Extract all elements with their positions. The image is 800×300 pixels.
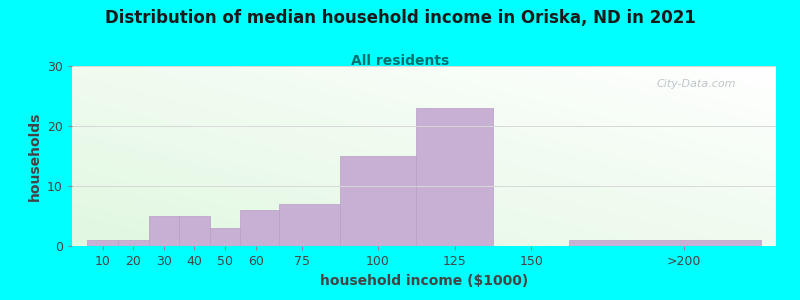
Bar	[340, 156, 416, 246]
Bar	[210, 228, 240, 246]
Text: City-Data.com: City-Data.com	[656, 79, 736, 88]
Bar	[416, 108, 493, 246]
Text: All residents: All residents	[351, 54, 449, 68]
Text: Distribution of median household income in Oriska, ND in 2021: Distribution of median household income …	[105, 9, 695, 27]
Bar	[87, 240, 118, 246]
Y-axis label: households: households	[27, 111, 42, 201]
Bar	[118, 240, 149, 246]
Bar	[278, 204, 340, 246]
Bar	[179, 216, 210, 246]
Bar	[570, 240, 761, 246]
Bar	[240, 210, 278, 246]
Bar	[149, 216, 179, 246]
X-axis label: household income ($1000): household income ($1000)	[320, 274, 528, 288]
